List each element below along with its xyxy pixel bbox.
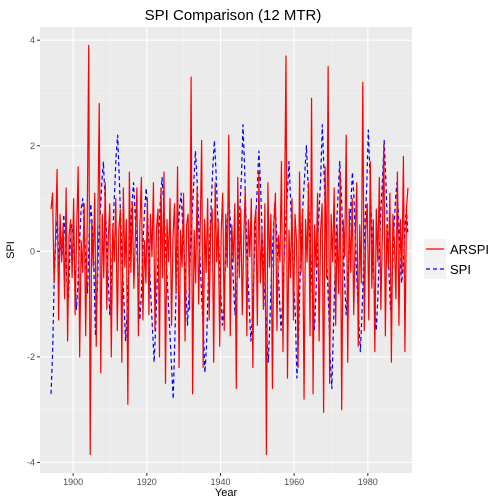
- y-tick-label: -4: [27, 457, 35, 467]
- x-tick-label: 1900: [63, 477, 83, 487]
- x-axis: 1900 1920 1940 1960 1980: [63, 473, 378, 487]
- legend: ARSPI SPI: [424, 239, 489, 279]
- legend-label-arspi: ARSPI: [450, 242, 489, 257]
- y-axis-title: SPI: [5, 241, 17, 259]
- x-axis-title: Year: [215, 487, 238, 499]
- y-tick-label: 0: [30, 246, 35, 256]
- series-layer: [50, 44, 409, 456]
- y-tick-label: 4: [30, 35, 35, 45]
- legend-label-spi: SPI: [450, 262, 471, 277]
- y-axis: -4 -2 0 2 4: [27, 35, 40, 467]
- y-tick-label: -2: [27, 352, 35, 362]
- x-tick-label: 1940: [210, 477, 230, 487]
- x-tick-label: 1980: [358, 477, 378, 487]
- series-line-arspi: [50, 44, 409, 456]
- chart-title: SPI Comparison (12 MTR): [145, 7, 322, 24]
- x-tick-label: 1960: [284, 477, 304, 487]
- y-tick-label: 2: [30, 141, 35, 151]
- x-tick-label: 1920: [137, 477, 157, 487]
